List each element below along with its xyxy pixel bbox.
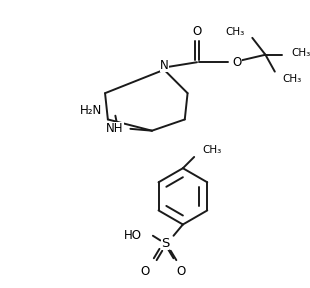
Text: S: S: [161, 237, 169, 250]
Text: O: O: [232, 56, 242, 69]
Text: N: N: [160, 58, 169, 71]
Text: O: O: [141, 265, 150, 278]
Text: NH: NH: [106, 122, 124, 135]
Text: H₂N: H₂N: [80, 104, 102, 117]
Text: CH₃: CH₃: [203, 145, 222, 156]
Text: CH₃: CH₃: [292, 48, 310, 58]
Text: CH₃: CH₃: [282, 74, 302, 84]
Text: CH₃: CH₃: [226, 27, 245, 37]
Text: O: O: [192, 25, 202, 38]
Text: HO: HO: [124, 229, 142, 242]
Text: O: O: [176, 265, 186, 278]
